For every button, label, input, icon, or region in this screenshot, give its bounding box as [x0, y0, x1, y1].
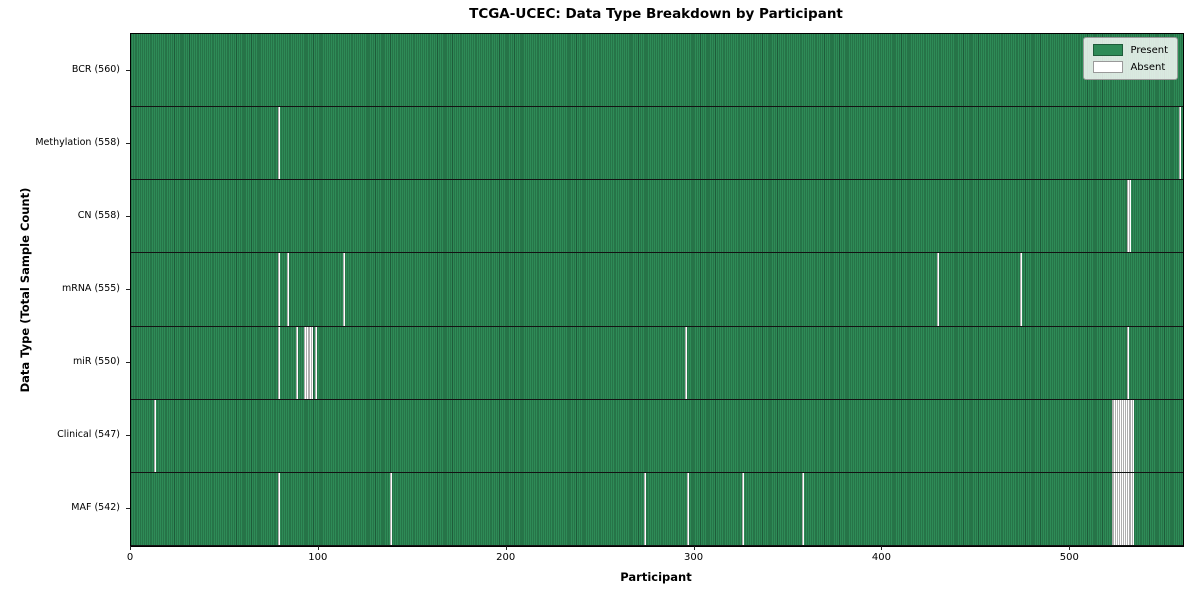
- absent-mark: [1126, 326, 1129, 399]
- xtick-mark: [317, 546, 319, 550]
- absent-mark: [1126, 472, 1129, 545]
- ytick-mark: [126, 435, 130, 437]
- absent-mark: [1115, 399, 1118, 472]
- absent-mark: [307, 326, 310, 399]
- absent-mark: [1179, 107, 1182, 180]
- ytick-mark: [126, 215, 130, 217]
- ytick-label: mRNA (555): [61, 283, 120, 294]
- absent-mark: [1122, 472, 1125, 545]
- absent-mark: [1132, 399, 1135, 472]
- legend-swatch-present: [1093, 44, 1124, 56]
- ytick-label: CN (558): [77, 209, 120, 221]
- absent-mark: [1122, 399, 1125, 472]
- absent-mark: [1126, 399, 1129, 472]
- legend-label: Present: [1130, 44, 1168, 56]
- absent-mark: [309, 326, 312, 399]
- legend-label: Absent: [1130, 61, 1166, 73]
- absent-mark: [311, 326, 314, 399]
- xtick-mark: [130, 546, 131, 550]
- absent-mark: [315, 326, 318, 399]
- absent-mark: [1124, 399, 1127, 472]
- ytick-mark: [126, 142, 130, 144]
- ytick-mark: [126, 69, 130, 71]
- absent-mark: [305, 326, 308, 399]
- absent-mark: [1121, 399, 1123, 472]
- absent-mark: [1115, 472, 1118, 545]
- absent-mark: [741, 472, 744, 545]
- absent-mark: [343, 253, 346, 326]
- absent-mark: [390, 472, 393, 545]
- heatmap-row-mir: [131, 326, 1183, 400]
- ytick-mark: [126, 508, 130, 510]
- xtick-mark: [505, 546, 507, 550]
- absent-mark: [1119, 399, 1122, 472]
- absent-mark: [1019, 253, 1022, 326]
- heatmap-row-bcr: [131, 34, 1183, 108]
- absent-mark: [153, 399, 156, 472]
- xtick-label: 100: [308, 552, 328, 563]
- ytick-label: Methylation (558): [35, 136, 120, 148]
- absent-mark: [286, 253, 289, 326]
- absent-mark: [1117, 399, 1120, 472]
- absent-mark: [801, 472, 804, 545]
- absent-mark: [936, 253, 939, 326]
- absent-mark: [277, 472, 280, 545]
- absent-mark: [1132, 472, 1135, 545]
- absent-mark: [1113, 472, 1116, 545]
- legend-swatch-absent: [1093, 61, 1124, 73]
- absent-mark: [1113, 399, 1116, 472]
- absent-mark: [1111, 472, 1114, 545]
- heatmap-row-mrna: [131, 253, 1183, 327]
- absent-mark: [277, 326, 280, 399]
- legend: Present Absent: [1083, 37, 1178, 80]
- ytick-label: Clinical (547): [57, 429, 120, 441]
- ytick-mark: [126, 289, 130, 290]
- absent-mark: [1130, 399, 1133, 472]
- absent-mark: [303, 326, 306, 399]
- absent-mark: [1111, 399, 1114, 472]
- heatmap-row-methylation: [131, 107, 1183, 181]
- absent-mark: [1124, 472, 1127, 545]
- ytick-mark: [126, 362, 130, 364]
- absent-mark: [277, 107, 280, 180]
- plot-area: Present Absent: [130, 33, 1184, 547]
- absent-mark: [1119, 472, 1122, 545]
- xtick-label: 300: [684, 552, 704, 563]
- legend-entry-absent: Absent: [1093, 61, 1168, 73]
- heatmap-row-clinical: [131, 399, 1183, 473]
- absent-mark: [643, 472, 646, 545]
- xtick-label: 500: [1059, 552, 1079, 563]
- absent-mark: [1117, 472, 1120, 545]
- legend-entry-present: Present: [1093, 44, 1168, 56]
- absent-mark: [1130, 472, 1133, 545]
- xtick-mark: [881, 546, 883, 550]
- absent-mark: [1126, 180, 1129, 253]
- heatmap-row-cn: [131, 180, 1183, 254]
- heatmap-row-maf: [131, 472, 1183, 546]
- x-axis-label: Participant: [620, 570, 692, 584]
- absent-mark: [1128, 180, 1131, 253]
- chart-title: TCGA-UCEC: Data Type Breakdown by Partic…: [469, 6, 843, 22]
- absent-mark: [1121, 472, 1123, 545]
- xtick-label: 400: [871, 552, 891, 563]
- ytick-label: MAF (542): [71, 502, 120, 514]
- ytick-label: BCR (560): [71, 63, 120, 75]
- xtick-label: 0: [126, 552, 134, 563]
- xtick-mark: [693, 546, 695, 550]
- absent-mark: [277, 253, 280, 326]
- absent-mark: [296, 326, 299, 399]
- xtick-label: 200: [496, 552, 516, 563]
- absent-mark: [687, 472, 690, 545]
- absent-mark: [1128, 399, 1131, 472]
- absent-mark: [1128, 472, 1131, 545]
- xtick-mark: [1069, 546, 1071, 550]
- absent-mark: [685, 326, 688, 399]
- ytick-label: miR (550): [72, 356, 120, 368]
